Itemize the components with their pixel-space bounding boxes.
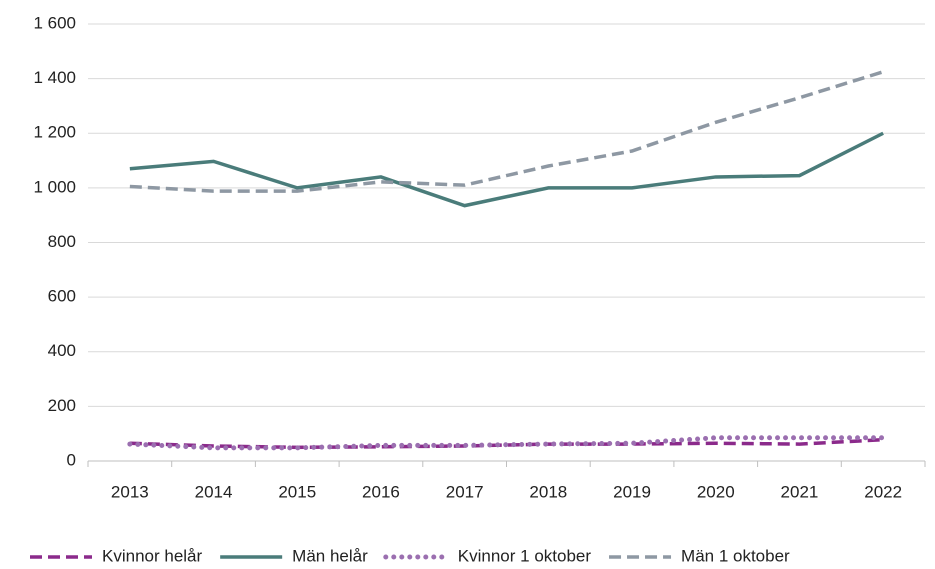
legend-label: Män helår bbox=[292, 546, 368, 565]
x-tick-label: 2020 bbox=[697, 482, 735, 501]
x-tick-label: 2017 bbox=[446, 482, 484, 501]
y-tick-label: 400 bbox=[48, 341, 76, 360]
x-tick-label: 2013 bbox=[111, 482, 149, 501]
x-tick-label: 2019 bbox=[613, 482, 651, 501]
legend-label: Män 1 oktober bbox=[681, 546, 790, 565]
y-tick-label: 1 400 bbox=[33, 68, 76, 87]
series-line bbox=[129, 70, 884, 193]
x-tick-label: 2015 bbox=[278, 482, 316, 501]
y-tick-label: 600 bbox=[48, 287, 76, 306]
y-tick-label: 1 200 bbox=[33, 123, 76, 142]
x-tick-label: 2022 bbox=[864, 482, 902, 501]
y-tick-label: 200 bbox=[48, 396, 76, 415]
legend-label: Kvinnor 1 oktober bbox=[458, 546, 592, 565]
x-tick-label: 2016 bbox=[362, 482, 400, 501]
y-tick-label: 0 bbox=[67, 450, 76, 469]
legend-label: Kvinnor helår bbox=[102, 546, 203, 565]
y-tick-label: 800 bbox=[48, 232, 76, 251]
x-tick-label: 2018 bbox=[529, 482, 567, 501]
y-tick-label: 1 600 bbox=[33, 13, 76, 32]
x-tick-label: 2021 bbox=[781, 482, 819, 501]
y-tick-label: 1 000 bbox=[33, 177, 76, 196]
series-line bbox=[127, 435, 886, 451]
x-tick-label: 2014 bbox=[195, 482, 233, 501]
series-line bbox=[129, 131, 884, 208]
